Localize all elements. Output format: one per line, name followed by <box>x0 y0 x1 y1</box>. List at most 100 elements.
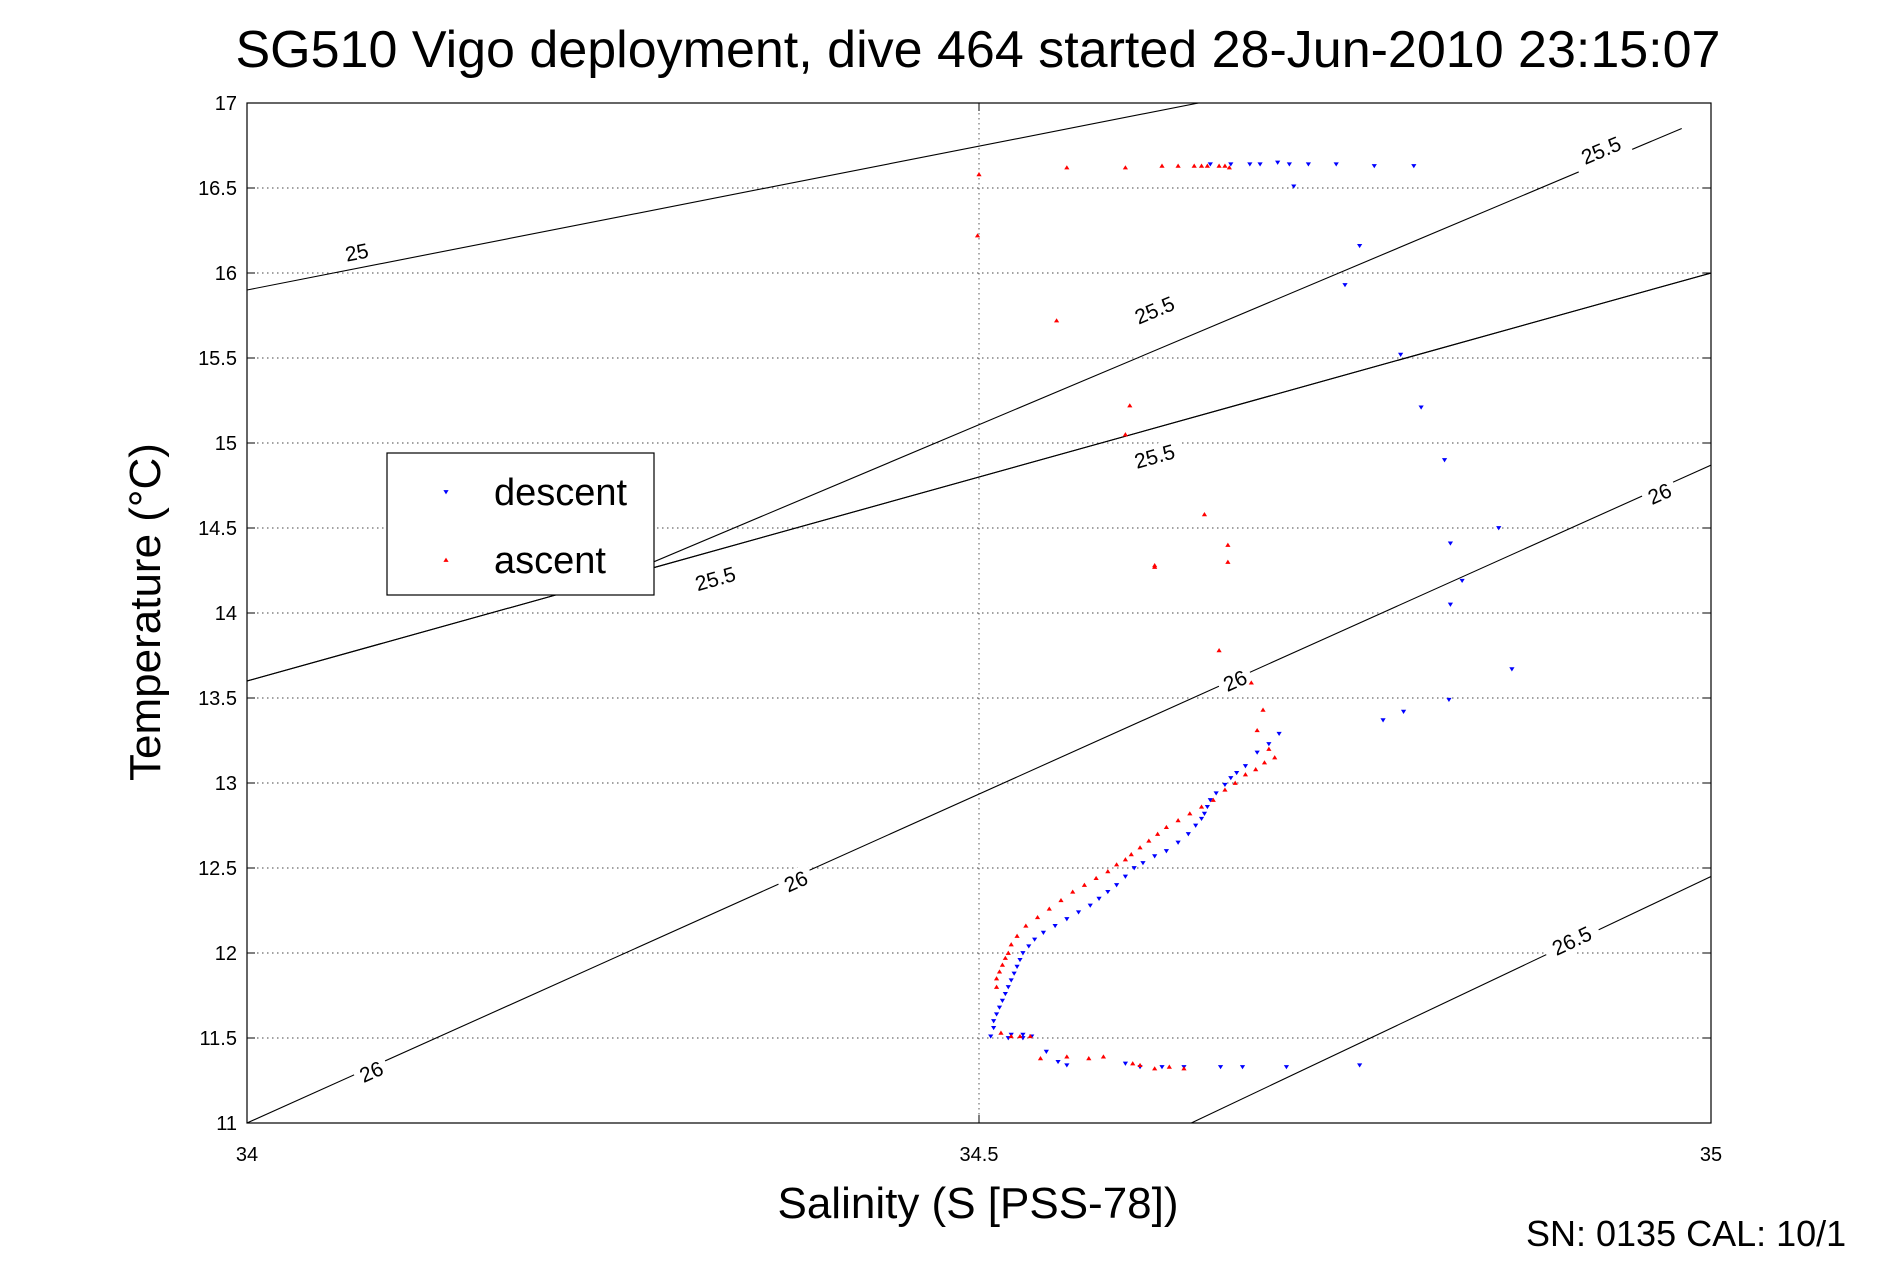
ascent-point <box>1064 1054 1070 1059</box>
descent-point <box>1014 964 1020 969</box>
descent-point <box>1122 1061 1128 1066</box>
descent-point <box>1055 1059 1061 1065</box>
descent-point <box>1411 164 1417 169</box>
y-tick-label: 14 <box>215 603 237 625</box>
ascent-point <box>1226 165 1232 170</box>
x-axis-label: Salinity (S [PSS-78]) <box>777 1179 1178 1228</box>
ascent-point <box>1100 1054 1107 1059</box>
ascent-point <box>1122 857 1128 862</box>
descent-point <box>1234 770 1240 776</box>
ascent-point <box>998 1030 1004 1035</box>
contour-label-background <box>337 237 376 268</box>
descent-point <box>1380 718 1386 723</box>
descent-point <box>1342 283 1348 288</box>
ascent-point <box>1191 163 1197 168</box>
descent-point <box>1140 861 1146 866</box>
contour-label-background <box>1540 917 1604 965</box>
descent-point <box>1213 791 1219 796</box>
contour-line <box>612 127 1682 580</box>
ascent-point <box>1204 163 1210 168</box>
ascent-point <box>1014 933 1020 938</box>
ascent-point <box>1232 780 1238 785</box>
ascent-point <box>1130 1061 1136 1066</box>
contour-line <box>1191 876 1711 1123</box>
descent-point <box>1217 1065 1224 1070</box>
descent-point <box>1096 896 1102 901</box>
ascent-point <box>1002 955 1008 960</box>
x-tick-label: 35 <box>1700 1144 1722 1166</box>
ascent-point <box>1222 163 1228 168</box>
descent-point <box>999 998 1006 1003</box>
ascent-point <box>1086 1056 1092 1061</box>
ascent-point <box>1053 318 1060 323</box>
ascent-point <box>1198 804 1205 809</box>
descent-point <box>1020 1032 1026 1037</box>
descent-point <box>1447 602 1454 607</box>
contour-label-background <box>1214 663 1256 699</box>
contour-label-background <box>684 559 747 599</box>
ascent-point <box>1127 403 1133 408</box>
y-tick-label: 16 <box>215 263 237 285</box>
descent-point <box>1283 1065 1290 1070</box>
descent-point <box>1441 458 1448 463</box>
descent-point <box>991 1019 997 1024</box>
descent-point <box>996 1005 1003 1010</box>
ascent-point <box>1093 875 1099 881</box>
ascent-point <box>1152 1066 1158 1071</box>
descent-point <box>1291 184 1297 189</box>
descent-point <box>1152 854 1158 859</box>
ascent-point <box>1122 165 1128 170</box>
y-tick-label: 11 <box>216 1113 237 1135</box>
descent-point <box>1032 937 1038 942</box>
descent-point <box>1064 1063 1070 1068</box>
footer-serial-calibration: SN: 0135 CAL: 10/1 <box>1526 1213 1846 1254</box>
descent-point <box>1496 526 1502 531</box>
ascent-point <box>1137 845 1143 850</box>
descent-point <box>1193 823 1199 828</box>
legend-label-descent: descent <box>494 472 628 514</box>
legend: descent ascent <box>386 452 655 596</box>
ascent-point <box>1070 889 1076 894</box>
descent-point <box>1286 162 1292 167</box>
plot-area: 11 11.5 12 12.5 13 13.5 14 14.5 15 15.5 16 16.5 17 34… <box>198 93 1722 1166</box>
y-tick-label: 11.5 <box>200 1028 237 1050</box>
ascent-point <box>1166 1064 1172 1069</box>
y-tick-label: 12.5 <box>198 858 237 880</box>
ascent-point <box>1225 559 1231 564</box>
y-tick-label: 14.5 <box>198 518 237 540</box>
series-descent <box>988 160 1515 1070</box>
ascent-point <box>1008 942 1014 947</box>
ascent-point <box>1187 811 1193 816</box>
ascent-point <box>1122 432 1128 437</box>
ascent-point <box>1201 512 1208 517</box>
descent-point <box>1008 978 1014 983</box>
descent-point <box>1026 944 1032 949</box>
axes-frame <box>246 102 1712 1124</box>
descent-point <box>1075 910 1082 915</box>
descent-point <box>1266 742 1272 747</box>
ascent-point <box>1260 707 1266 712</box>
descent-point <box>1228 776 1234 781</box>
ascent-point <box>1064 165 1070 170</box>
descent-point <box>1242 764 1249 769</box>
contour-label-background <box>1639 476 1681 512</box>
ascent-point <box>1058 897 1064 903</box>
ascent-point <box>976 172 982 177</box>
ascent-point <box>1008 1033 1014 1039</box>
contour-label-background <box>1569 128 1633 173</box>
descent-point <box>1228 162 1234 167</box>
contour-label-text: 25 <box>343 240 370 267</box>
ascent-point <box>1254 727 1260 733</box>
ascent-point <box>1163 824 1169 830</box>
ascent-point <box>1242 772 1249 777</box>
contour-label-background <box>1123 437 1186 476</box>
descent-point <box>1163 849 1169 854</box>
descent-point <box>1207 162 1213 167</box>
contour-line <box>247 464 1711 1123</box>
legend-marker-descent <box>443 490 449 495</box>
ascent-point <box>1216 163 1222 168</box>
descent-point <box>1159 1065 1165 1070</box>
descent-point <box>1447 541 1454 546</box>
descent-point <box>1002 991 1008 997</box>
descent-point <box>1257 162 1263 167</box>
